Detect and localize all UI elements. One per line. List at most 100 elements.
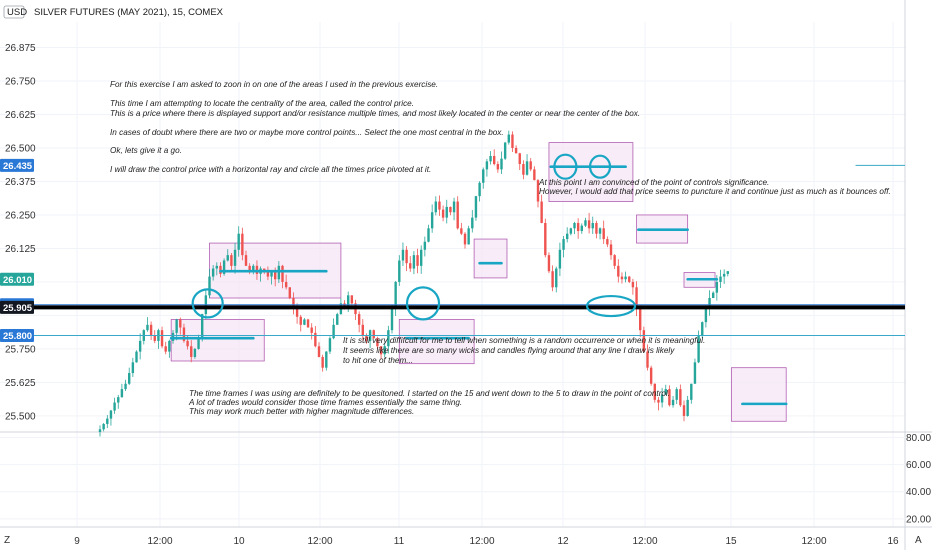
candle-body [230,255,233,266]
candle-body [124,383,127,390]
candle-body [649,367,653,384]
candle-body [197,338,200,349]
candle-body [668,389,671,406]
candle-body [281,265,284,282]
candle-body [336,314,339,325]
marker-layer [169,153,788,406]
candle-body [514,147,518,154]
candle-body [138,340,142,352]
unit-badge-box[interactable] [3,5,25,19]
oscillator-tick-label: 20.00 [906,514,931,525]
candle-body [642,330,646,352]
candle-body [149,324,153,336]
candle-body [171,332,175,341]
price-tick-label: 26.125 [5,244,36,255]
price-tag [0,158,34,172]
candle-body [146,324,149,331]
candle-body [263,268,266,272]
candle-body [398,260,401,282]
time-tick-label: 16 [887,536,899,547]
candle-body [591,222,594,229]
candle-body [679,389,682,406]
candle-body [715,281,719,293]
candle-body [646,351,649,368]
annotation-text: This is a price where there is displayed… [110,109,640,118]
annotation-text: I will draw the control price with a hor… [110,165,431,174]
symbol-title: SILVER FUTURES (MAY 2021), 15, COMEX [34,7,224,18]
candle-body [536,180,540,202]
candle-body [671,399,675,406]
candle-body [624,276,627,280]
candle-body [467,228,470,245]
candle-body [222,260,226,274]
candle-body [270,271,273,277]
candle-body [128,373,131,384]
candle-body [317,346,321,357]
annotation-text: The time frames I was using are definite… [189,389,670,398]
candle-body [409,263,412,269]
candle-body [522,164,525,175]
candle-body [478,182,481,197]
candle-body [708,298,711,309]
candle-body [660,394,664,403]
candle-body [164,346,167,352]
candle-body [507,134,510,143]
candle-body [452,201,456,213]
candle-body [631,281,635,288]
candle-body [675,389,678,400]
auto-scale-button[interactable]: A [915,535,922,546]
price-tick-label: 26.875 [5,43,36,54]
control-box [731,367,787,422]
time-tick-label: 15 [725,536,737,547]
candle-body [135,351,138,363]
candle-body [482,169,485,183]
candle-body [587,220,591,229]
candle-body [153,335,156,341]
price-tick-label: 25.750 [5,344,36,355]
candle-body [277,265,281,280]
control-box [473,238,508,279]
left-axis-button[interactable]: Z [4,535,10,546]
candle-body [306,319,310,328]
candle-body [219,265,222,274]
candle-body [120,389,124,398]
candle-body [438,201,441,210]
candle-body [449,206,452,213]
candle-body [558,249,562,269]
candle-body [332,324,335,339]
candle-body [613,255,616,266]
candle-body [635,287,638,309]
horizontal-ray-layer [0,164,905,337]
annotation-text: It seems like there are so many wicks an… [343,346,675,355]
candle-body [595,222,598,234]
annotation-text: In cases of doubt where there are two or… [110,128,504,137]
candle-body [533,169,536,181]
pivot-circle [588,154,612,179]
candle-body [244,255,248,266]
time-axis[interactable]: 9 12:00 10 12:00 11 12:00 12 12:00 15 12:00 16 [74,536,899,547]
pivot-circle [553,153,578,180]
candle-body [179,319,182,328]
candle-body [190,346,193,357]
candle-body [394,281,397,309]
price-axis[interactable]: 26.875 26.750 26.625 26.500 26.375 26.250 26.1… [5,43,36,422]
candle-body [653,383,656,400]
candle-body [617,265,620,277]
time-tick-label: 12:00 [147,536,172,547]
candle-body [248,265,251,272]
candle-body [233,249,237,266]
candle-body [325,351,328,368]
candle-body [701,322,704,336]
candle-body [471,217,474,229]
candle-body [303,319,306,325]
price-tag-label: 26.010 [3,275,32,286]
candle-body [726,271,729,274]
candle-body [664,389,667,395]
candle-body [255,265,259,274]
candle-body [503,142,507,159]
unit-badge[interactable]: USD [7,7,27,18]
candle-body [405,249,408,264]
price-tag [0,329,34,343]
